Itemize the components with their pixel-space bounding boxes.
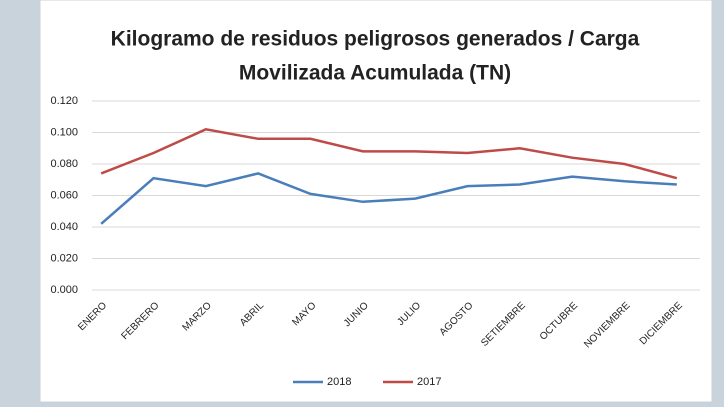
y-tick-label: 0.080 [50, 158, 78, 170]
y-tick-label: 0.020 [50, 252, 78, 264]
y-tick-label: 0.120 [50, 95, 78, 107]
y-tick-label: 0.100 [50, 126, 78, 138]
chart: Kilogramo de residuos peligrosos generad… [0, 0, 724, 402]
screenshot: Kilogramo de residuos peligrosos generad… [0, 0, 724, 402]
chart-title: Kilogramo de residuos peligrosos generad… [111, 28, 640, 51]
y-tick-label: 0.000 [50, 284, 78, 296]
legend-label: 2018 [327, 376, 351, 388]
y-tick-label: 0.040 [50, 221, 78, 233]
legend-label: 2017 [417, 376, 441, 388]
y-tick-label: 0.060 [50, 189, 78, 201]
chart-title: Movilizada Acumulada (TN) [239, 62, 511, 85]
